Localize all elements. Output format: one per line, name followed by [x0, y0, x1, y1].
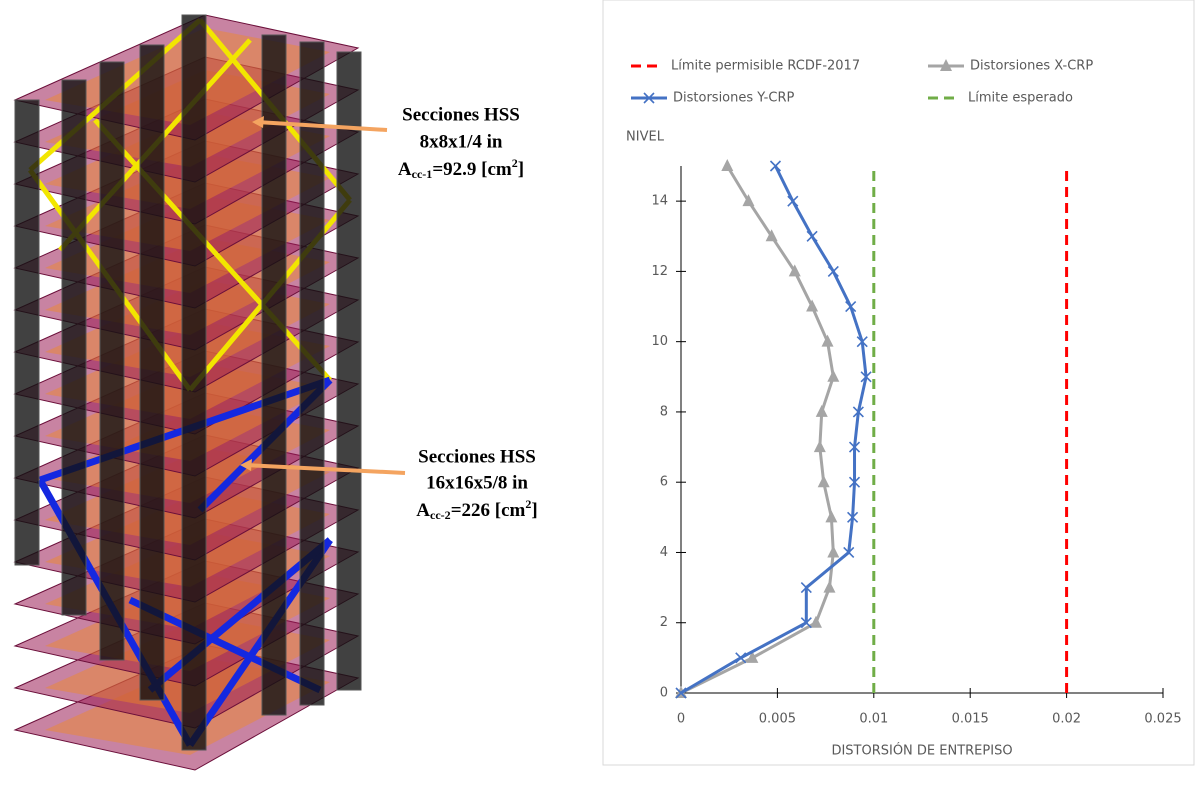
arrow: [244, 463, 406, 475]
marker: [675, 687, 687, 699]
marker: [788, 264, 801, 277]
annotation: 8x8x1/4 in: [420, 131, 503, 152]
x-tick-label: 0.025: [1144, 712, 1181, 727]
structural-model: [13, 14, 362, 771]
x-tick-label: 0.015: [952, 712, 989, 727]
y-tick-label: 2: [660, 615, 668, 630]
marker: [817, 475, 830, 488]
marker: [823, 580, 836, 593]
y-tick-label: 0: [660, 686, 668, 701]
area-part: 2: [525, 497, 531, 511]
area-part: ]: [531, 500, 537, 521]
legend-label: Distorsiones X-CRP: [970, 59, 1093, 74]
marker: [806, 299, 819, 312]
marker: [821, 334, 834, 347]
chart-frame: [602, 0, 1195, 766]
marker: [813, 440, 826, 453]
y-tick-label: 10: [651, 334, 668, 349]
marker: [827, 545, 840, 558]
area-part: 2: [512, 156, 518, 170]
marker: [843, 546, 855, 559]
annotation: 16x16x5/8 in: [426, 472, 528, 493]
marker: [852, 406, 864, 418]
marker: [825, 510, 838, 523]
x-tick-label: 0.02: [1052, 712, 1081, 727]
marker: [848, 441, 861, 453]
x-tick-label: 0.005: [759, 712, 796, 727]
marker: [800, 582, 812, 594]
area-part: cc-1: [412, 167, 433, 181]
marker: [860, 371, 872, 383]
y-tick-label: 12: [651, 264, 668, 279]
y-tick-label: 6: [660, 475, 668, 490]
arrow: [256, 120, 388, 132]
column: [299, 41, 325, 706]
area-part: A: [398, 159, 412, 180]
marker: [746, 650, 759, 663]
column: [99, 61, 125, 661]
y-axis-label: NIVEL: [626, 130, 665, 145]
marker: [806, 230, 818, 242]
marker: [856, 336, 868, 348]
legend-label: Límite esperado: [968, 91, 1073, 106]
column: [336, 51, 362, 691]
area-part: =92.9 [cm: [432, 159, 512, 180]
x-tick-label: 0: [677, 712, 685, 727]
arrow-head: [240, 459, 252, 471]
x-tick-label: 0.01: [859, 712, 888, 727]
marker: [769, 160, 782, 172]
y-tick-label: 14: [651, 194, 668, 209]
marker: [827, 265, 839, 277]
marker: [848, 476, 861, 488]
marker: [847, 511, 859, 523]
plot: 0 2 4 6 8 10 12 14 0 0.005 0.01 0.015 0.02 0.025 Límit…: [631, 59, 1182, 727]
y-tick-label: 4: [660, 545, 668, 560]
legend-marker: [643, 92, 655, 104]
marker: [765, 229, 778, 242]
area-part: =226 [cm: [451, 500, 526, 521]
marker: [787, 195, 799, 207]
annotation: Secciones HSS: [402, 104, 520, 125]
series-line: [680, 165, 835, 695]
area-part: A: [416, 500, 430, 521]
series-line: [680, 165, 868, 695]
marker: [735, 652, 747, 664]
column: [139, 44, 165, 701]
y-tick-label: 8: [660, 404, 668, 419]
arrow-head: [252, 116, 264, 128]
marker: [721, 159, 734, 171]
area-part: ]: [518, 159, 524, 180]
column: [261, 34, 287, 716]
legend-marker: [940, 59, 952, 71]
x-axis-label: DISTORSIÓN DE ENTREPISO: [831, 743, 1012, 759]
legend-label: Distorsiones Y-CRP: [673, 91, 794, 106]
annotation: Acc-2=226 [cm2]: [416, 497, 537, 522]
marker: [800, 617, 812, 629]
marker: [809, 615, 822, 628]
marker: [827, 369, 840, 382]
marker: [815, 404, 828, 417]
column: [61, 79, 87, 616]
brace: [93, 118, 332, 382]
area-part: cc-2: [430, 508, 451, 522]
annotation: Acc-1=92.9 [cm2]: [398, 156, 524, 181]
annotation: Secciones HSS: [418, 446, 536, 467]
column: [181, 14, 207, 751]
legend-label: Límite permisible RCDF-2017: [671, 59, 860, 74]
marker: [742, 194, 755, 207]
column: [14, 99, 40, 566]
marker: [845, 300, 857, 313]
